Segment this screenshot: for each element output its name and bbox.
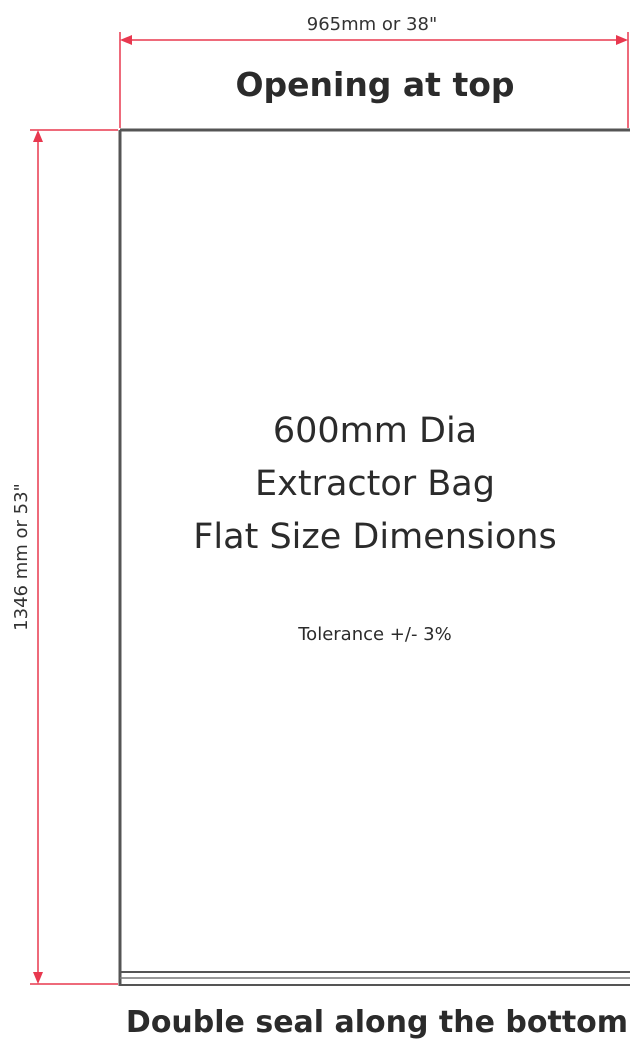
tolerance-text: Tolerance +/- 3% [297,624,451,645]
width-arrow-right-icon [616,35,628,45]
dimensions-heading-line: Flat Size Dimensions [193,517,556,557]
width-dimension: 965mm or 38" [119,14,629,128]
bag-outline [118,128,630,986]
height-arrow-bottom-icon [33,972,43,984]
width-dimension-text: 965mm or 38" [307,14,437,35]
double-seal-label: Double seal along the bottom [126,1005,628,1040]
opening-label: Opening at top [235,65,514,104]
height-arrow-top-icon [33,130,43,142]
height-dimension: 1346 mm or 53" [11,129,118,985]
center-text: 600mm Dia Extractor Bag Flat Size Dimens… [193,411,556,645]
bag-size-line: 600mm Dia [273,411,477,451]
height-dimension-text: 1346 mm or 53" [11,483,32,631]
width-arrow-left-icon [120,35,132,45]
bag-type-line: Extractor Bag [255,464,495,504]
